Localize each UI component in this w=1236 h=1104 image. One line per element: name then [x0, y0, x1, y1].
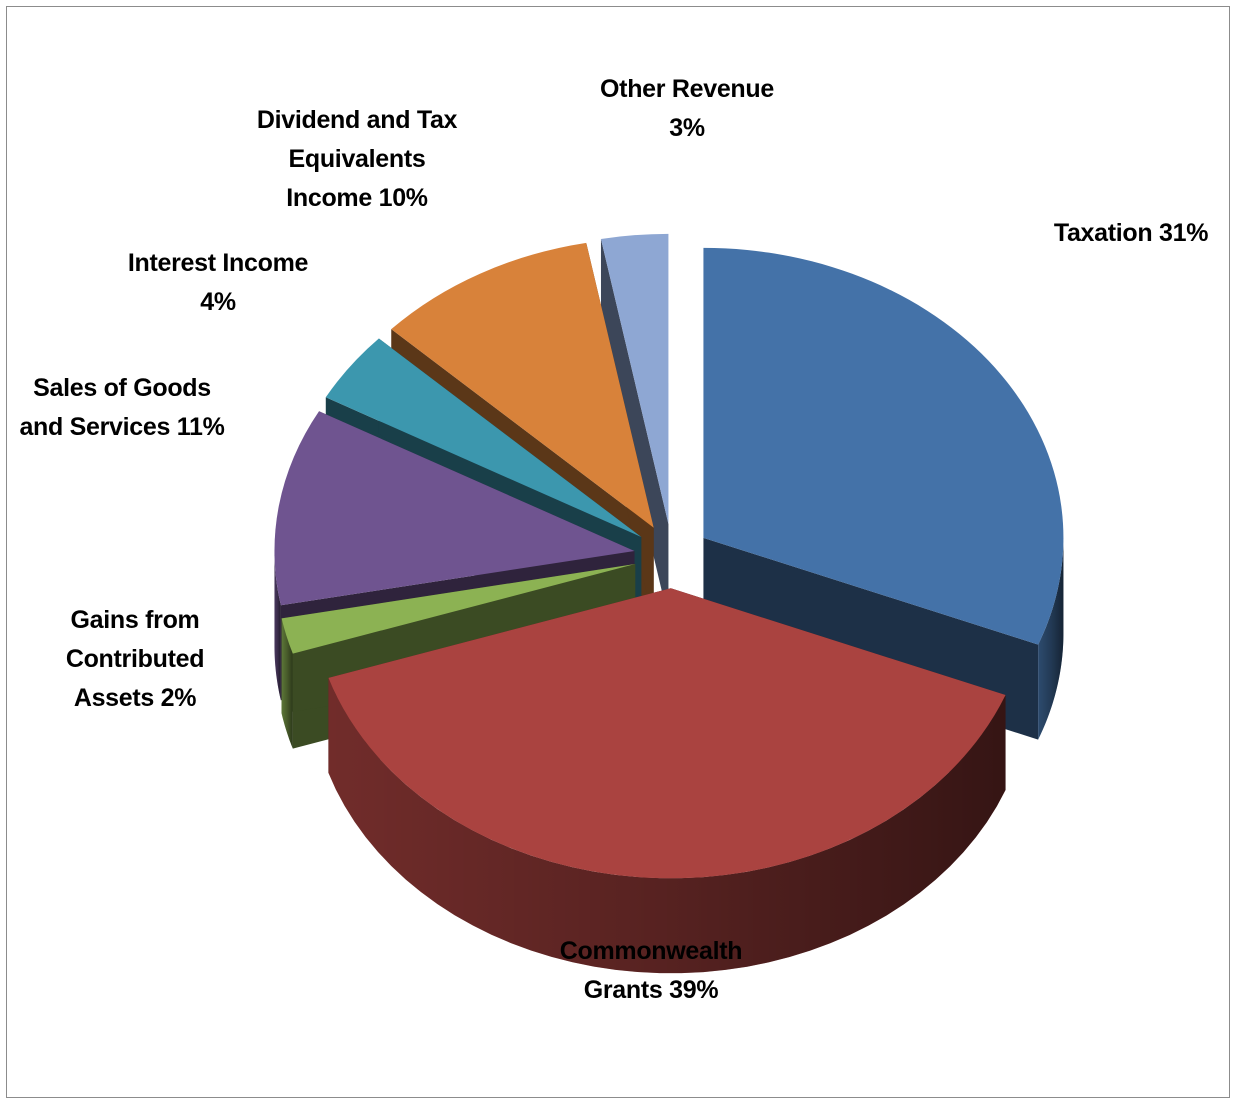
slice-side-shade-sales-of-goods-and-services [274, 550, 281, 701]
slice-top-interest-income [325, 338, 642, 538]
slice-top-dividend-and-tax-equivalents-income [391, 242, 654, 528]
slice-top-other-revenue [600, 233, 669, 524]
slice-top-gains-from-contributed-assets [281, 564, 636, 654]
slice-label-sales-goods-services: Sales of Goods and Services 11% [19, 374, 225, 441]
slice-side-shade-commonwealth-grants [328, 677, 1006, 974]
slice-commonwealth-grants [328, 588, 1006, 974]
slice-side-shade-taxation [1038, 537, 1064, 740]
slice-label-commonwealth-grants: Commonwealth Grants 39% [559, 937, 743, 1004]
slice-label-dividend-tax-equivalents: Dividend and Tax Equivalents Income 10% [256, 106, 458, 212]
slice-top-sales-of-goods-and-services [274, 411, 635, 606]
slice-side-shade-gains-from-contributed-assets [281, 618, 293, 749]
slice-label-gains-contributed-assets: Gains from Contributed Assets 2% [65, 606, 205, 712]
slice-label-other-revenue: Other Revenue 3% [600, 75, 774, 142]
slice-top-commonwealth-grants [328, 588, 1006, 879]
slice-label-interest-income: Interest Income 4% [127, 249, 309, 316]
slice-top-taxation [703, 247, 1064, 645]
slice-label-taxation: Taxation 31% [1053, 219, 1209, 247]
